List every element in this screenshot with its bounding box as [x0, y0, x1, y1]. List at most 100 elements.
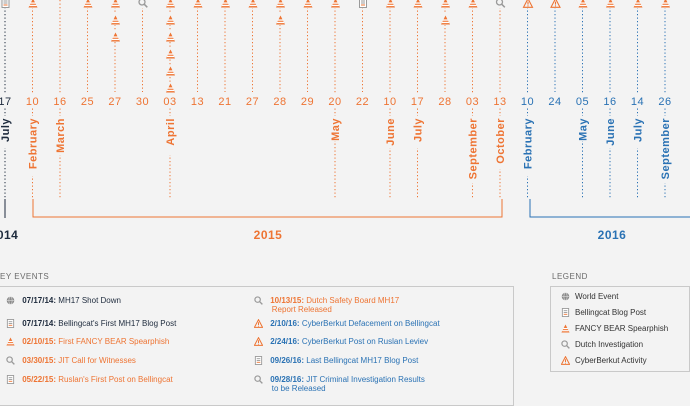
key-event-text: JIT Criminal Investigation Results to be…: [271, 375, 425, 394]
cone-icon: [164, 82, 176, 93]
timeline-day-label: 28: [273, 96, 286, 108]
key-event-text: First FANCY BEAR Spearphish: [58, 337, 170, 346]
cone-icon: [164, 31, 176, 42]
timeline-month-label: June: [385, 118, 397, 146]
key-event-date: 09/28/16:: [270, 375, 305, 384]
cone-icon: [164, 48, 176, 59]
legend-item: FANCY BEAR Spearphish: [561, 324, 668, 333]
cone-icon: [659, 0, 671, 8]
key-event-item: 2/10/16: CyberBerkut Defacement on Belli…: [253, 318, 440, 329]
year-label: 2015: [254, 228, 283, 242]
search-icon: [254, 296, 263, 306]
cone-icon: [329, 0, 341, 8]
key-event-text: CyberBerkut Post on Ruslan Leviev: [301, 337, 429, 346]
timeline-day-label: 30: [136, 96, 149, 108]
cone-icon: [164, 65, 176, 76]
timeline-day-label: 16: [603, 96, 616, 108]
timeline-day-label: 05: [576, 96, 589, 108]
timeline-month-label: September: [660, 118, 672, 180]
key-event-text: Last Bellingcat MH17 Blog Post: [306, 356, 419, 365]
timeline-day-label: 25: [81, 96, 94, 108]
key-event-date: 03/30/15:: [22, 356, 57, 365]
key-event-date: 05/22/15:: [22, 375, 57, 384]
document-icon: [6, 319, 15, 329]
timeline-day-label: 13: [191, 96, 204, 108]
key-event-item: 2/24/16: CyberBerkut Post on Ruslan Levi…: [253, 336, 429, 347]
key-event-text: Ruslan's First Post on Bellingcat: [58, 375, 173, 384]
warning-icon: [560, 355, 571, 366]
year-label: 2014: [0, 228, 18, 242]
cone-icon: [274, 0, 286, 8]
legend-item: Dutch Investigation: [561, 340, 644, 350]
cone-icon: [302, 0, 313, 8]
year-label: 2016: [598, 228, 627, 242]
key-event-text: JIT Call for Witnesses: [58, 356, 136, 365]
timeline-day-label: 03: [163, 96, 176, 108]
cone-icon: [109, 14, 121, 25]
search-icon: [137, 0, 148, 8]
timeline-month-label: February: [523, 118, 535, 169]
warning-icon: [522, 0, 534, 8]
globe-icon: [561, 292, 570, 301]
legend-label: CyberBerkut Activity: [575, 356, 647, 365]
document-icon: [6, 375, 15, 385]
timeline-day-label: 24: [548, 96, 561, 108]
key-event-text: Bellingcat's First MH17 Blog Post: [58, 319, 177, 328]
cone-icon: [27, 0, 38, 8]
cone-icon: [247, 0, 258, 8]
cone-icon: [632, 0, 643, 8]
cone-icon: [192, 0, 203, 8]
timeline-month-label: February: [28, 118, 40, 169]
legend-title: LEGEND: [552, 272, 588, 281]
key-event-text: CyberBerkut Defacement on Bellingcat: [301, 319, 440, 328]
key-event-item: 09/28/16: JIT Criminal Investigation Res…: [254, 375, 425, 393]
legend-panel: World Event Bellingcat Blog Post FANCY B…: [550, 286, 690, 372]
warning-icon: [253, 336, 264, 347]
key-event-date: 10/13/15:: [270, 296, 305, 305]
cone-icon: [384, 0, 396, 8]
key-events-title: EY EVENTS: [0, 272, 50, 281]
legend-item: World Event: [561, 292, 618, 301]
legend-label: World Event: [575, 292, 619, 301]
timeline-day-label: 26: [658, 96, 671, 108]
timeline-month-label: September: [468, 118, 480, 180]
timeline-day-label: 10: [521, 96, 534, 108]
cone-icon: [164, 0, 176, 8]
document-icon: [357, 0, 368, 8]
key-event-item: 09/26/16: Last Bellingcat MH17 Blog Post: [254, 356, 419, 366]
timeline-month-label: May: [330, 118, 342, 141]
cone-icon: [82, 0, 93, 8]
timeline-day-label: 17: [0, 96, 12, 108]
timeline-month-label: October: [495, 118, 507, 164]
key-event-date: 2/10/16:: [270, 319, 300, 328]
search-icon: [561, 340, 570, 350]
timeline-month-label: June: [605, 118, 617, 146]
key-event-date: 07/17/14:: [22, 296, 57, 305]
search-icon: [254, 375, 263, 385]
key-event-date: 09/26/16:: [270, 356, 305, 365]
key-event-text: MH17 Shot Down: [58, 296, 121, 305]
timeline-day-label: 13: [493, 96, 506, 108]
cone-icon: [219, 0, 231, 8]
legend-item: Bellingcat Blog Post: [561, 308, 647, 318]
legend-label: Dutch Investigation: [575, 340, 644, 349]
timeline-month-label: July: [0, 118, 12, 142]
timeline-day-label: 16: [53, 96, 66, 108]
key-event-date: 2/24/16:: [270, 337, 300, 346]
search-icon: [494, 0, 506, 8]
timeline-day-label: 14: [631, 96, 644, 108]
warning-icon: [253, 318, 264, 329]
document-icon: [561, 308, 570, 318]
globe-icon: [6, 296, 15, 305]
legend-label: Bellingcat Blog Post: [575, 308, 647, 317]
key-event-item: 02/10/15: First FANCY BEAR Spearphish: [6, 337, 169, 346]
timeline-day-label: 27: [108, 96, 121, 108]
cone-icon: [109, 0, 121, 8]
timeline-chart: 17 July 10 February 16 March 25 27 30 03 April 13 21…: [0, 0, 690, 242]
key-event-item: 05/22/15: Ruslan's First Post on Belling…: [6, 375, 173, 385]
key-event-date: 02/10/15:: [22, 337, 57, 346]
cone-icon: [604, 0, 616, 8]
legend-label: FANCY BEAR Spearphish: [575, 324, 669, 333]
cone-icon: [439, 0, 451, 8]
timeline-day-label: 21: [218, 96, 231, 108]
